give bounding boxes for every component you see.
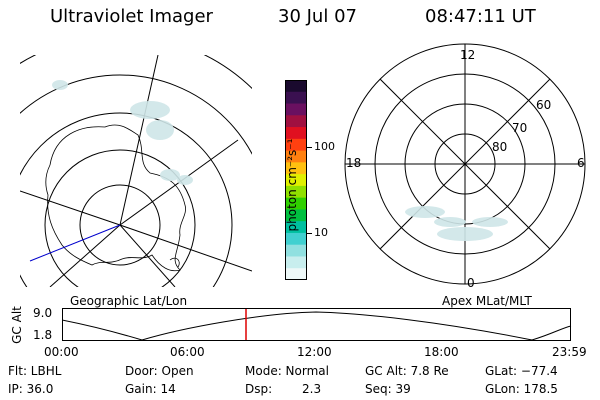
time-tick-3: 18:00 [424,345,459,359]
colorbar-band [285,256,307,269]
mlat-label-80: 80 [492,140,508,154]
colorbar-band [285,221,307,234]
time-tick-2: 12:00 [297,345,332,359]
colorbar-band [285,91,307,105]
colorbar-band [285,115,307,128]
colorbar-band [285,174,307,187]
colorbar-band [285,209,307,222]
instrument-title: Ultraviolet Imager [50,6,213,27]
mlt-label-0: 0 [467,276,475,290]
altitude-strip-chart [62,308,572,341]
time-tick-4: 23:59 [552,345,587,359]
mlt-label-18: 18 [346,156,362,170]
colorbar-tick-10: 10 [314,226,328,239]
time-tick-0: 00:00 [44,345,79,359]
altitude-min-label: 1.8 [33,328,53,342]
colorbar-band [285,268,307,280]
colorbar [285,80,307,280]
info-flt: Flt: LBHL [8,364,62,378]
apex-caption: Apex MLat/MLT [442,294,532,308]
geographic-map [20,55,252,287]
geographic-caption: Geographic Lat/Lon [70,294,188,308]
colorbar-band [285,162,307,175]
info-ip: IP: 36.0 [8,382,54,396]
colorbar-band [285,138,307,152]
satellite-track [29,224,121,262]
colorbar-tick-100: 100 [314,140,335,153]
apex-polar-plot [344,43,586,285]
mlat-label-60: 60 [536,98,552,112]
mlt-label-6: 6 [577,156,585,170]
time-tick-1: 06:00 [170,345,205,359]
colorbar-band [285,197,307,210]
info-mode: Mode: Normal [245,364,329,378]
altitude-max-label: 9.0 [33,306,53,320]
colorbar-band [285,150,307,163]
colorbar-band [285,185,307,199]
colorbar-unit-label: photon cm⁻²s⁻¹ [285,138,299,232]
mlt-label-12: 12 [460,48,476,62]
info-gc-alt: GC Alt: 7.8 Re [365,364,449,378]
time-label: 08:47:11 UT [425,6,536,27]
altitude-axis-label: GC Alt [10,306,24,344]
colorbar-band [285,244,307,257]
info-glat: GLat: −77.4 [485,364,558,378]
colorbar-ticks [307,80,313,280]
colorbar-band [285,232,307,246]
info-glon: GLon: 178.5 [485,382,558,396]
info-dsp-label: Dsp: [245,382,273,396]
colorbar-band [285,127,307,140]
info-dsp-value: 2.3 [302,382,322,396]
info-gain: Gain: 14 [125,382,176,396]
info-seq: Seq: 39 [365,382,411,396]
info-door: Door: Open [125,364,194,378]
colorbar-band [285,103,307,116]
mlat-label-70: 70 [512,121,528,135]
date-label: 30 Jul 07 [278,6,357,27]
colorbar-band [285,80,307,93]
